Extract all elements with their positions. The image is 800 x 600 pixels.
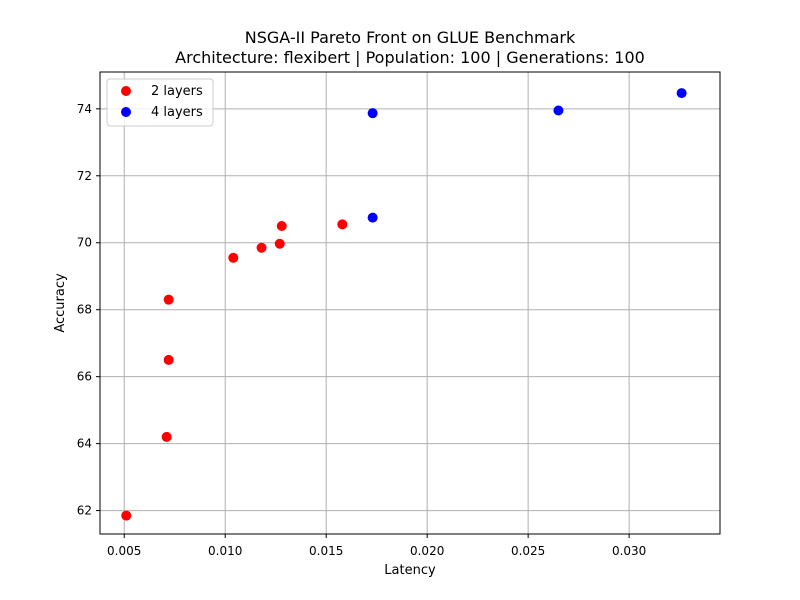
data-point-2-layers (337, 219, 348, 230)
data-point-2-layers (276, 221, 287, 231)
legend-label-4-layers: 4 layers (151, 105, 203, 120)
data-points (121, 88, 687, 521)
plot-area-frame (99, 71, 721, 535)
data-point-2-layers (274, 238, 285, 249)
data-point-4-layers (367, 108, 378, 119)
data-point-4-layers (676, 88, 687, 99)
data-point-4-layers (367, 212, 378, 223)
chart-subtitle: Architecture: flexibert | Population: 10… (175, 48, 645, 67)
x-tick-label: 0.025 (511, 544, 545, 558)
x-axis-label: Latency (384, 563, 436, 578)
legend-marker-2-layers (121, 86, 131, 96)
y-tick-label: 64 (77, 437, 92, 451)
legend-marker-4-layers (121, 107, 131, 117)
data-point-2-layers (163, 294, 174, 305)
y-tick-label: 74 (77, 102, 92, 116)
y-axis-label: Accuracy (53, 273, 68, 333)
legend-box (106, 78, 214, 127)
data-point-2-layers (161, 431, 172, 442)
x-tick-label: 0.020 (410, 544, 444, 558)
grid (100, 72, 720, 534)
y-tick-label: 68 (77, 303, 92, 317)
x-tick-label: 0.010 (208, 544, 242, 558)
x-tick-label: 0.015 (309, 544, 343, 558)
x-tick-label: 0.005 (107, 544, 141, 558)
data-point-2-layers (121, 510, 132, 521)
data-point-2-layers (228, 252, 239, 263)
legend-label-2-layers: 2 layers (151, 84, 203, 99)
y-tick-label: 66 (77, 370, 92, 384)
data-point-4-layers (553, 105, 564, 116)
y-tick-label: 62 (77, 504, 92, 518)
chart-title: NSGA-II Pareto Front on GLUE Benchmark (245, 28, 576, 47)
axis-ticks: 0.005 0.010 0.015 0.020 0.025 0.030 62 64 66 68 70… (77, 102, 647, 558)
x-tick-label: 0.030 (612, 544, 646, 558)
data-point-2-layers (256, 242, 267, 253)
data-point-2-layers (163, 354, 174, 365)
y-tick-label: 72 (77, 169, 92, 183)
y-tick-label: 70 (77, 236, 92, 250)
legend: 2 layers 4 layers (106, 78, 214, 127)
